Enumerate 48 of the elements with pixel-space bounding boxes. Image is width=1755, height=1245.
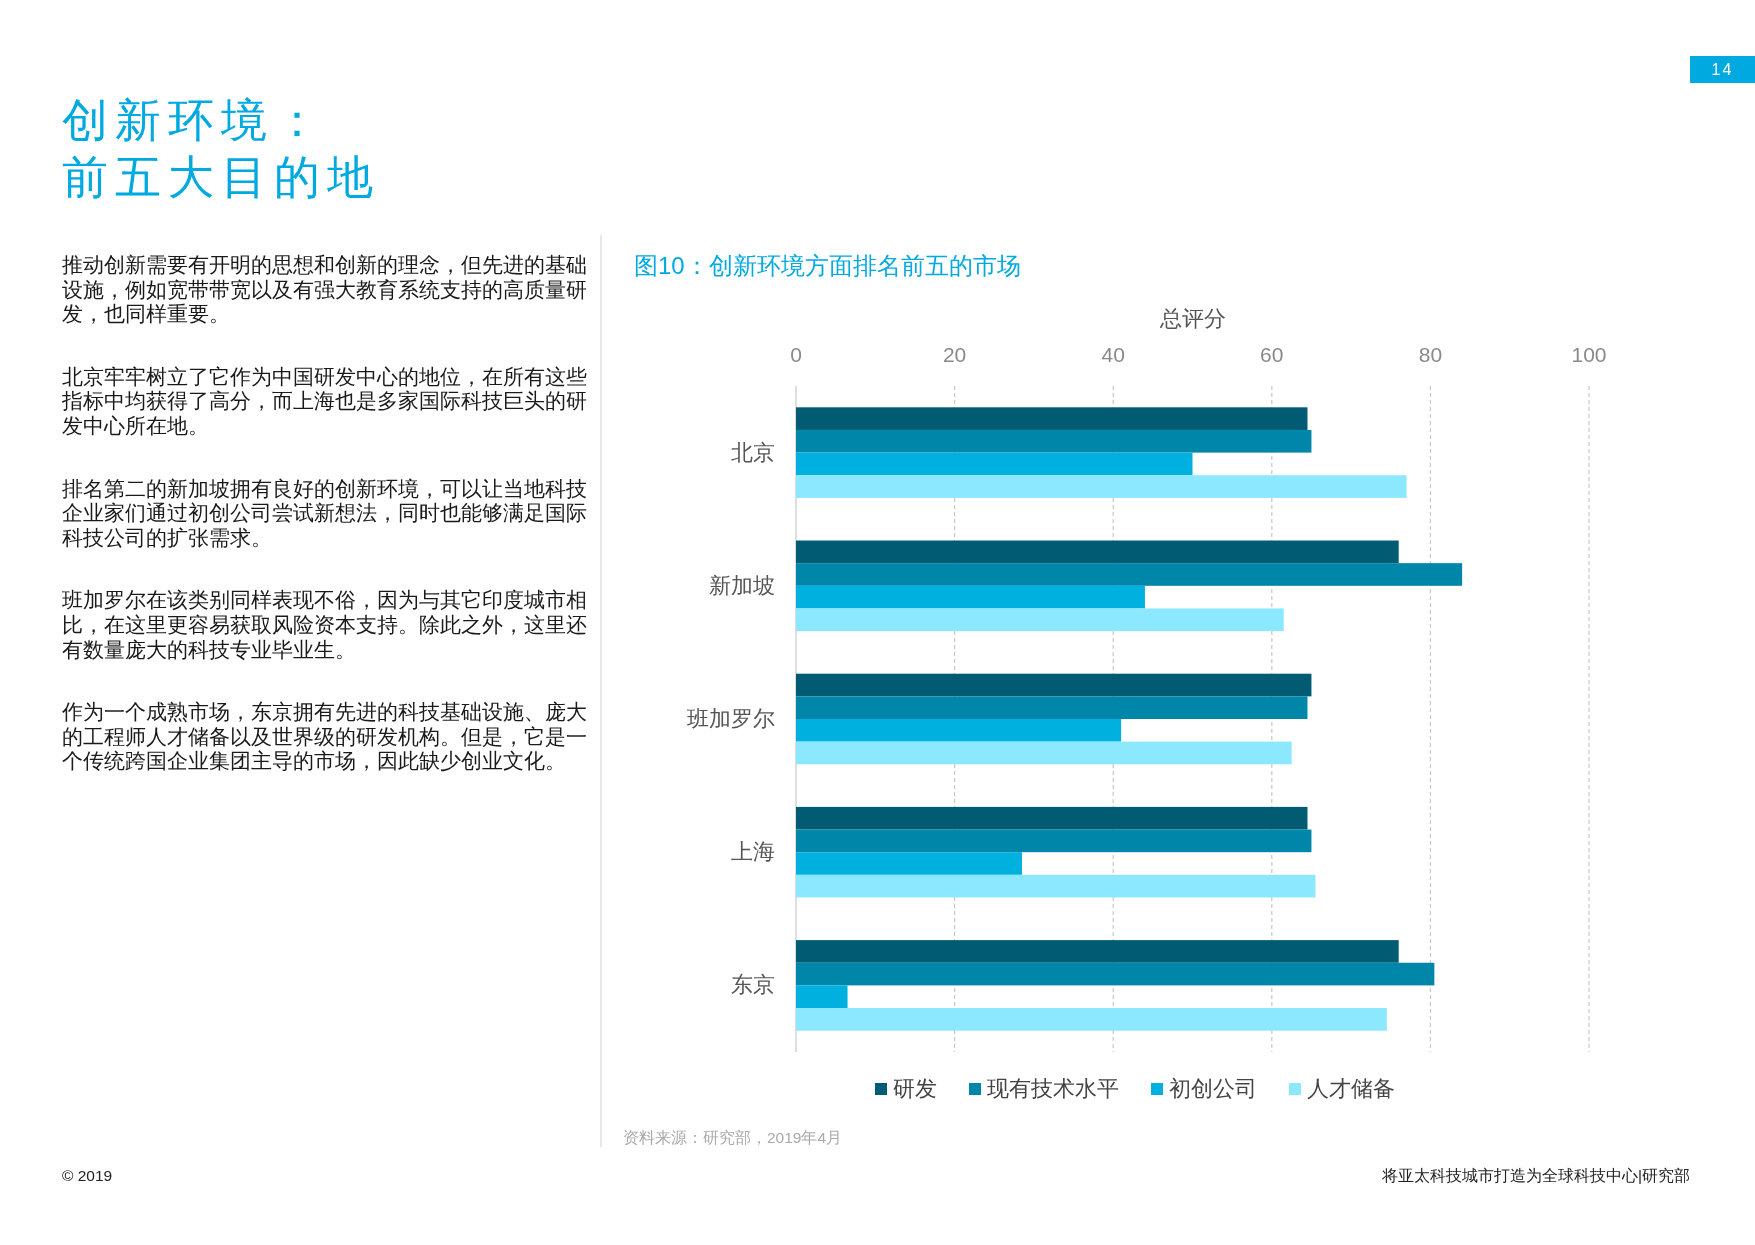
y-tick-label: 上海 [731, 840, 775, 865]
bar [796, 407, 1308, 430]
x-tick-label: 0 [790, 342, 802, 366]
x-tick-label: 20 [942, 342, 967, 366]
bar [796, 940, 1399, 963]
bar [796, 719, 1122, 742]
caption: 图10：创新环境方面排名前五的市场 [634, 251, 1021, 281]
bar [796, 540, 1399, 564]
bar [796, 806, 1308, 830]
bar [796, 874, 1316, 898]
bar [796, 852, 1023, 875]
bar [796, 985, 848, 1009]
x-tick-label: 80 [1418, 342, 1443, 366]
bar [796, 608, 1284, 632]
text: 14 [1690, 56, 1755, 83]
y-tick-label: 班加罗尔 [687, 707, 775, 731]
x-tick-label: 100 [1571, 342, 1607, 366]
bar [796, 429, 1312, 453]
text: 北京牢牢树立了它作为中国研发中心的地位，在所有这些指标中均获得了高分，而上海也是多家国际科技巨头的研发中心所在地。 [62, 364, 588, 439]
bar [796, 962, 1435, 986]
x-tick-label: 40 [1101, 342, 1125, 366]
text: © 2019 [62, 1166, 113, 1186]
legend-label: 人才储备 [1307, 1076, 1395, 1103]
text: 班加罗尔在该类别同样表现不俗，因为与其它印度城市相比，在这里更容易获取风险资本支持。除此之外，这里还有数量庞大的科技专业毕业生。 [62, 588, 588, 663]
text: 推动创新需要有开明的思想和创新的理念，但先进的基础设施，例如宽带带宽以及有强大教育系统支持的高质量研发，也同样重要。 [62, 253, 588, 327]
legend-label: 初创公司 [1169, 1076, 1257, 1103]
text: 前五大目的地 [62, 150, 380, 205]
legend-label: 现有技术水平 [987, 1076, 1119, 1103]
bar [796, 475, 1407, 498]
bar [796, 585, 1145, 609]
bar [796, 1008, 1387, 1031]
y-tick-label: 新加坡 [709, 573, 775, 598]
x-axis-title: 总评分 [1158, 307, 1226, 331]
y-tick-label: 北京 [731, 440, 775, 465]
y-tick-label: 东京 [731, 973, 775, 998]
legend-label: 研发 [893, 1076, 937, 1103]
text: 作为一个成熟市场，东京拥有先进的科技基础设施、庞大的工程师人才储备以及世界级的研发机构。但是，它是一个传统跨国企业集团主导的市场，因此缺少创业文化。 [62, 700, 588, 774]
bar [796, 696, 1308, 719]
text: 创新环境： [62, 93, 327, 148]
text: 将亚太科技城市打造为全球科技中心|研究部 [1381, 1166, 1690, 1186]
bar [796, 741, 1292, 765]
text: 排名第二的新加坡拥有良好的创新环境，可以让当地科技企业家们通过初创公司尝试新想法，同时也能够满足国际科技公司的扩张需求。 [62, 476, 588, 551]
bar [796, 829, 1312, 853]
bar [796, 452, 1193, 476]
text: 资料来源：研究部，2019年4月 [623, 1128, 843, 1148]
x-tick-label: 60 [1260, 342, 1284, 366]
bar [796, 563, 1463, 586]
bar [796, 673, 1312, 697]
